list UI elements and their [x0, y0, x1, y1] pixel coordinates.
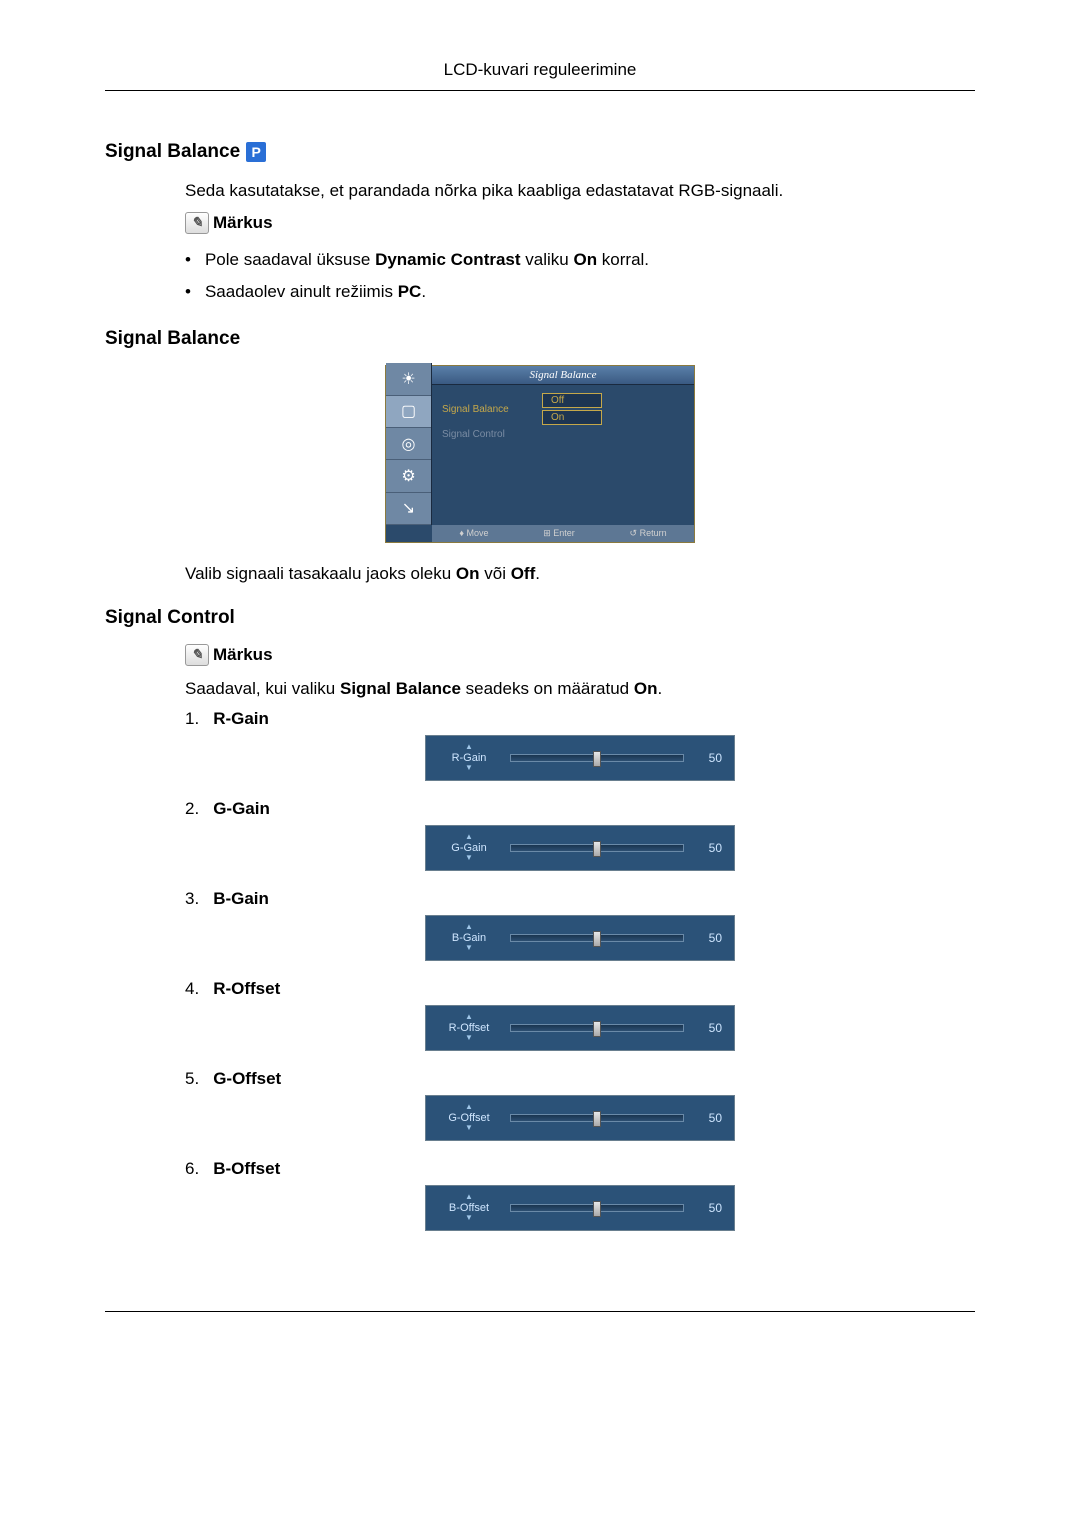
- osd-content: Signal Balance Off On Signal Control: [432, 385, 694, 525]
- osd-tab-icon: ☀: [386, 363, 431, 395]
- slider-screenshot: ▲G-Offset▼ 50: [425, 1095, 735, 1141]
- heading-signal-balance-2: Signal Balance: [105, 328, 975, 350]
- slider-thumb: [593, 1201, 601, 1217]
- slider-screenshot: ▲B-Offset▼ 50: [425, 1185, 735, 1231]
- control-item: 4.R-Offset ▲R-Offset▼ 50: [185, 979, 975, 1051]
- heading-signal-control: Signal Control: [105, 607, 975, 629]
- osd-screenshot: Signal Balance ☀▢◎⚙↘ Signal Balance Off …: [385, 365, 695, 543]
- osd-tab-icon: ⚙: [386, 460, 431, 492]
- caption-text: Valib signaali tasakaalu jaoks oleku On …: [185, 561, 975, 587]
- bullet-item: Pole saadaval üksuse Dynamic Contrast va…: [185, 244, 975, 276]
- control-item: 1.R-Gain ▲R-Gain▼ 50: [185, 709, 975, 781]
- heading-text: Signal Balance: [105, 328, 240, 350]
- slider-name: ▲G-Offset▼: [438, 1103, 500, 1133]
- note-label: Märkus: [213, 213, 273, 233]
- slider-track: [510, 1114, 684, 1122]
- slider-track: [510, 1204, 684, 1212]
- osd-tabs: ☀▢◎⚙↘: [386, 363, 432, 525]
- control-label: 5.G-Offset: [185, 1069, 975, 1089]
- control-label: 3.B-Gain: [185, 889, 975, 909]
- slider-value: 50: [694, 1201, 722, 1215]
- control-label: 6.B-Offset: [185, 1159, 975, 1179]
- osd-footer-move: ♦ Move: [459, 528, 488, 539]
- heading-text: Signal Balance: [105, 141, 240, 163]
- slider-value: 50: [694, 841, 722, 855]
- osd-option-on: On: [542, 410, 602, 425]
- slider-name: ▲B-Gain▼: [438, 923, 500, 953]
- slider-thumb: [593, 1021, 601, 1037]
- control-item: 2.G-Gain ▲G-Gain▼ 50: [185, 799, 975, 871]
- control-label: 1.R-Gain: [185, 709, 975, 729]
- osd-option-off: Off: [542, 393, 602, 408]
- slider-name: ▲G-Gain▼: [438, 833, 500, 863]
- slider-name: ▲B-Offset▼: [438, 1193, 500, 1223]
- bullet-item: Saadaolev ainult režiimis PC.: [185, 276, 975, 308]
- slider-screenshot: ▲R-Gain▼ 50: [425, 735, 735, 781]
- slider-screenshot: ▲R-Offset▼ 50: [425, 1005, 735, 1051]
- slider-screenshot: ▲B-Gain▼ 50: [425, 915, 735, 961]
- note-2: ✎ Märkus: [185, 644, 975, 666]
- osd-tab-icon: ◎: [386, 428, 431, 460]
- slider-thumb: [593, 931, 601, 947]
- intro-text: Seda kasutatakse, et parandada nõrka pik…: [185, 178, 975, 204]
- footer-line: [105, 1311, 975, 1312]
- slider-name: ▲R-Gain▼: [438, 743, 500, 773]
- slider-track: [510, 754, 684, 762]
- bullets-1: Pole saadaval üksuse Dynamic Contrast va…: [185, 244, 975, 309]
- note-label: Märkus: [213, 645, 273, 665]
- control-label: 2.G-Gain: [185, 799, 975, 819]
- note-icon: ✎: [185, 212, 209, 234]
- note-1: ✎ Märkus: [185, 212, 975, 234]
- osd-title: Signal Balance: [432, 366, 694, 385]
- control-item: 3.B-Gain ▲B-Gain▼ 50: [185, 889, 975, 961]
- control-label: 4.R-Offset: [185, 979, 975, 999]
- osd-tab-icon: ▢: [386, 396, 431, 428]
- controls-list: 1.R-Gain▲R-Gain▼502.G-Gain▲G-Gain▼503.B-…: [185, 709, 975, 1231]
- note-icon: ✎: [185, 644, 209, 666]
- osd-footer: ♦ Move ⊞ Enter ↺ Return: [432, 525, 694, 542]
- avail-text: Saadaval, kui valiku Signal Balance sead…: [185, 676, 975, 702]
- slider-track: [510, 844, 684, 852]
- slider-name: ▲R-Offset▼: [438, 1013, 500, 1043]
- slider-thumb: [593, 841, 601, 857]
- osd-row-label: Signal Control: [442, 429, 542, 440]
- heading-signal-balance-1: Signal Balance P: [105, 141, 975, 163]
- slider-value: 50: [694, 1021, 722, 1035]
- slider-screenshot: ▲G-Gain▼ 50: [425, 825, 735, 871]
- slider-value: 50: [694, 1111, 722, 1125]
- slider-thumb: [593, 1111, 601, 1127]
- slider-track: [510, 1024, 684, 1032]
- slider-thumb: [593, 751, 601, 767]
- slider-value: 50: [694, 931, 722, 945]
- heading-text: Signal Control: [105, 607, 235, 629]
- osd-tab-icon: ↘: [386, 493, 431, 525]
- p-badge-icon: P: [246, 142, 266, 162]
- osd-row-label: Signal Balance: [442, 404, 542, 415]
- control-item: 5.G-Offset ▲G-Offset▼ 50: [185, 1069, 975, 1141]
- slider-track: [510, 934, 684, 942]
- page-header: LCD-kuvari reguleerimine: [105, 60, 975, 91]
- osd-footer-return: ↺ Return: [630, 528, 667, 539]
- slider-value: 50: [694, 751, 722, 765]
- control-item: 6.B-Offset ▲B-Offset▼ 50: [185, 1159, 975, 1231]
- osd-footer-enter: ⊞ Enter: [543, 528, 575, 539]
